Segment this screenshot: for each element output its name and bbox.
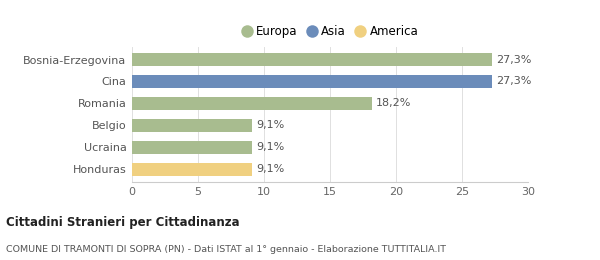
Text: COMUNE DI TRAMONTI DI SOPRA (PN) - Dati ISTAT al 1° gennaio - Elaborazione TUTTI: COMUNE DI TRAMONTI DI SOPRA (PN) - Dati … <box>6 245 446 254</box>
Bar <box>132 119 252 132</box>
Text: 9,1%: 9,1% <box>256 120 284 130</box>
Legend: Europa, Asia, America: Europa, Asia, America <box>239 23 421 41</box>
Text: 18,2%: 18,2% <box>376 99 412 108</box>
Text: 27,3%: 27,3% <box>496 76 532 87</box>
Bar <box>132 163 252 176</box>
Bar <box>132 75 493 88</box>
Bar <box>132 53 493 66</box>
Text: 9,1%: 9,1% <box>256 164 284 174</box>
Text: Cittadini Stranieri per Cittadinanza: Cittadini Stranieri per Cittadinanza <box>6 216 239 229</box>
Bar <box>132 141 252 154</box>
Text: 27,3%: 27,3% <box>496 55 532 64</box>
Text: 9,1%: 9,1% <box>256 142 284 152</box>
Bar <box>132 97 372 110</box>
